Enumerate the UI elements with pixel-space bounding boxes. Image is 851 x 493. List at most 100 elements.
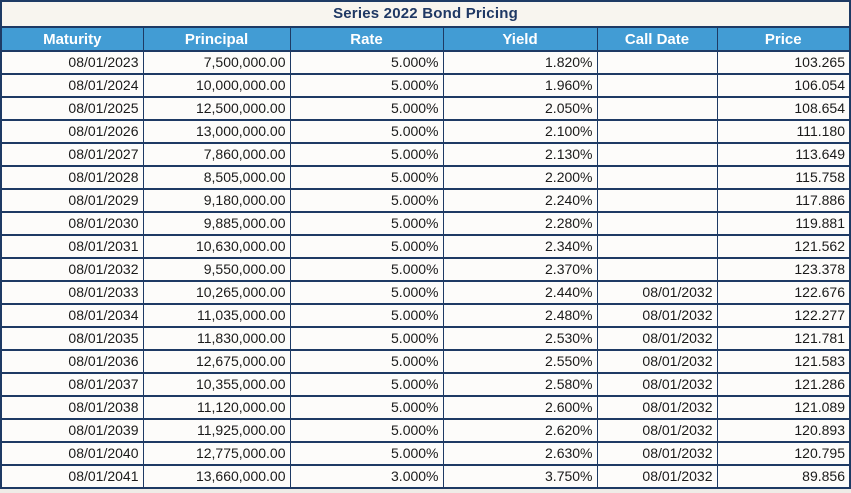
cell-price: 121.286 xyxy=(716,372,849,397)
cell-maturity: 08/01/2038 xyxy=(2,395,144,420)
cell-price: 111.180 xyxy=(716,119,849,144)
cell-rate: 5.000% xyxy=(289,349,444,374)
cell-price: 89.856 xyxy=(716,464,849,487)
cell-maturity: 08/01/2027 xyxy=(2,142,144,167)
cell-principal: 12,500,000.00 xyxy=(142,96,291,121)
cell-price: 121.562 xyxy=(716,234,849,259)
cell-maturity: 08/01/2028 xyxy=(2,165,144,190)
table-row: 08/01/2041 13,660,000.00 3.000% 3.750% 08/01… xyxy=(2,464,849,487)
cell-price: 120.893 xyxy=(716,418,849,443)
column-header-rate: Rate xyxy=(289,28,444,52)
cell-maturity: 08/01/2037 xyxy=(2,372,144,397)
cell-call-date xyxy=(596,50,718,75)
table-row: 08/01/2029 9,180,000.00 5.000% 2.240% 117.88… xyxy=(2,188,849,213)
cell-yield: 2.440% xyxy=(442,280,598,305)
cell-price: 119.881 xyxy=(716,211,849,236)
cell-call-date xyxy=(596,257,718,282)
cell-yield: 2.280% xyxy=(442,211,598,236)
cell-rate: 5.000% xyxy=(289,326,444,351)
cell-maturity: 08/01/2032 xyxy=(2,257,144,282)
cell-rate: 5.000% xyxy=(289,395,444,420)
cell-call-date xyxy=(596,188,718,213)
table-row: 08/01/2024 10,000,000.00 5.000% 1.960% 106.0… xyxy=(2,73,849,98)
cell-maturity: 08/01/2034 xyxy=(2,303,144,328)
cell-rate: 5.000% xyxy=(289,234,444,259)
cell-principal: 10,630,000.00 xyxy=(142,234,291,259)
cell-yield: 2.530% xyxy=(442,326,598,351)
cell-price: 122.676 xyxy=(716,280,849,305)
cell-call-date: 08/01/2032 xyxy=(596,349,718,374)
cell-maturity: 08/01/2035 xyxy=(2,326,144,351)
cell-rate: 5.000% xyxy=(289,142,444,167)
cell-principal: 12,675,000.00 xyxy=(142,349,291,374)
cell-principal: 11,830,000.00 xyxy=(142,326,291,351)
table-title: Series 2022 Bond Pricing xyxy=(2,2,849,28)
cell-yield: 2.050% xyxy=(442,96,598,121)
cell-yield: 1.820% xyxy=(442,50,598,75)
cell-call-date xyxy=(596,119,718,144)
cell-yield: 2.200% xyxy=(442,165,598,190)
cell-yield: 3.750% xyxy=(442,464,598,487)
cell-price: 115.758 xyxy=(716,165,849,190)
table-row: 08/01/2030 9,885,000.00 5.000% 2.280% 119.88… xyxy=(2,211,849,236)
cell-principal: 12,775,000.00 xyxy=(142,441,291,466)
table-row: 08/01/2033 10,265,000.00 5.000% 2.440% 08/01… xyxy=(2,280,849,305)
column-header-principal: Principal xyxy=(142,28,291,52)
cell-rate: 5.000% xyxy=(289,188,444,213)
cell-principal: 10,000,000.00 xyxy=(142,73,291,98)
table-row: 08/01/2025 12,500,000.00 5.000% 2.050% 108.6… xyxy=(2,96,849,121)
cell-call-date xyxy=(596,165,718,190)
cell-price: 123.378 xyxy=(716,257,849,282)
cell-rate: 5.000% xyxy=(289,372,444,397)
cell-principal: 9,550,000.00 xyxy=(142,257,291,282)
cell-yield: 2.580% xyxy=(442,372,598,397)
cell-call-date: 08/01/2032 xyxy=(596,418,718,443)
cell-call-date xyxy=(596,142,718,167)
cell-maturity: 08/01/2029 xyxy=(2,188,144,213)
cell-maturity: 08/01/2025 xyxy=(2,96,144,121)
cell-yield: 2.100% xyxy=(442,119,598,144)
table-row: 08/01/2026 13,000,000.00 5.000% 2.100% 111.1… xyxy=(2,119,849,144)
cell-price: 121.089 xyxy=(716,395,849,420)
cell-yield: 2.340% xyxy=(442,234,598,259)
column-header-yield: Yield xyxy=(442,28,598,52)
header-row: Maturity Principal Rate Yield Call Date Price xyxy=(2,28,849,52)
cell-maturity: 08/01/2024 xyxy=(2,73,144,98)
cell-principal: 11,925,000.00 xyxy=(142,418,291,443)
cell-yield: 2.240% xyxy=(442,188,598,213)
table-row: 08/01/2040 12,775,000.00 5.000% 2.630% 08/01… xyxy=(2,441,849,466)
cell-maturity: 08/01/2036 xyxy=(2,349,144,374)
cell-price: 113.649 xyxy=(716,142,849,167)
cell-price: 121.583 xyxy=(716,349,849,374)
cell-maturity: 08/01/2041 xyxy=(2,464,144,487)
cell-yield: 2.550% xyxy=(442,349,598,374)
cell-principal: 10,355,000.00 xyxy=(142,372,291,397)
cell-maturity: 08/01/2031 xyxy=(2,234,144,259)
cell-price: 103.265 xyxy=(716,50,849,75)
table-row: 08/01/2031 10,630,000.00 5.000% 2.340% 121.5… xyxy=(2,234,849,259)
cell-call-date: 08/01/2032 xyxy=(596,303,718,328)
cell-yield: 1.960% xyxy=(442,73,598,98)
cell-principal: 13,660,000.00 xyxy=(142,464,291,487)
column-header-maturity: Maturity xyxy=(2,28,144,52)
cell-rate: 5.000% xyxy=(289,211,444,236)
table-row: 08/01/2027 7,860,000.00 5.000% 2.130% 113.64… xyxy=(2,142,849,167)
cell-principal: 8,505,000.00 xyxy=(142,165,291,190)
table-row: 08/01/2035 11,830,000.00 5.000% 2.530% 08/01… xyxy=(2,326,849,351)
cell-yield: 2.620% xyxy=(442,418,598,443)
cell-call-date: 08/01/2032 xyxy=(596,372,718,397)
cell-rate: 5.000% xyxy=(289,73,444,98)
cell-call-date: 08/01/2032 xyxy=(596,280,718,305)
cell-rate: 5.000% xyxy=(289,441,444,466)
cell-price: 120.795 xyxy=(716,441,849,466)
cell-maturity: 08/01/2030 xyxy=(2,211,144,236)
cell-yield: 2.370% xyxy=(442,257,598,282)
column-header-price: Price xyxy=(716,28,849,52)
cell-call-date: 08/01/2032 xyxy=(596,395,718,420)
cell-maturity: 08/01/2039 xyxy=(2,418,144,443)
cell-principal: 9,885,000.00 xyxy=(142,211,291,236)
cell-yield: 2.630% xyxy=(442,441,598,466)
cell-yield: 2.130% xyxy=(442,142,598,167)
cell-rate: 5.000% xyxy=(289,50,444,75)
cell-principal: 7,860,000.00 xyxy=(142,142,291,167)
